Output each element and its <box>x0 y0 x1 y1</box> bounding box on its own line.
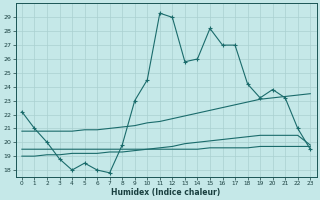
X-axis label: Humidex (Indice chaleur): Humidex (Indice chaleur) <box>111 188 221 197</box>
